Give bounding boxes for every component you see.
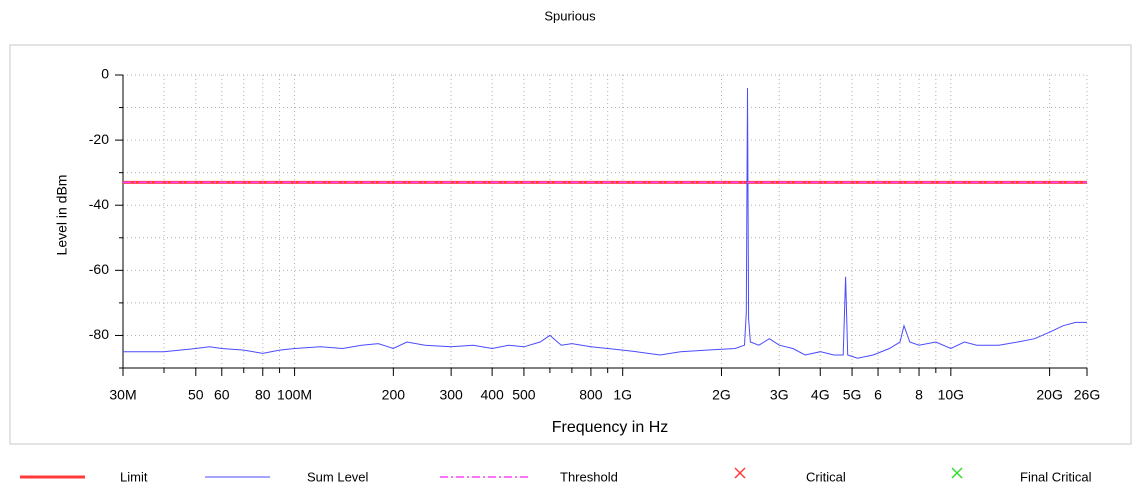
- y-tick-label: -20: [89, 131, 109, 147]
- x-tick-label: 30M: [109, 387, 136, 403]
- legend-label: Sum Level: [307, 469, 369, 484]
- legend-label: Critical: [806, 469, 846, 484]
- x-tick-label: 1G: [613, 387, 632, 403]
- x-tick-label: 26G: [1074, 387, 1100, 403]
- legend-label: Threshold: [560, 469, 618, 484]
- x-tick-label: 10G: [938, 387, 964, 403]
- x-tick-label: 100M: [277, 387, 312, 403]
- x-tick-label: 4G: [811, 387, 830, 403]
- y-axis-label: Level in dBm: [54, 175, 70, 256]
- x-tick-label: 80: [255, 387, 271, 403]
- legend-marker: [951, 467, 963, 479]
- x-tick-label: 200: [382, 387, 406, 403]
- legend-label: Limit: [120, 469, 148, 484]
- x-axis-label: Frequency in Hz: [552, 419, 669, 436]
- chart-frame: [9, 44, 1132, 445]
- chart-title: Spurious: [544, 8, 596, 23]
- series-line: [123, 87, 1087, 359]
- x-tick-label: 50: [188, 387, 204, 403]
- x-tick-label: 300: [439, 387, 463, 403]
- x-tick-label: 2G: [712, 387, 731, 403]
- x-tick-label: 20G: [1036, 387, 1062, 403]
- x-tick-label: 3G: [770, 387, 789, 403]
- legend-marker: [734, 467, 746, 479]
- legend-label: Final Critical: [1020, 469, 1092, 484]
- y-tick-label: -80: [89, 326, 109, 342]
- x-tick-label: 60: [214, 387, 230, 403]
- x-tick-label: 500: [512, 387, 536, 403]
- x-tick-label: 400: [480, 387, 504, 403]
- y-tick-label: 0: [101, 66, 109, 82]
- y-tick-label: -40: [89, 196, 109, 212]
- x-tick-label: 8: [915, 387, 923, 403]
- x-tick-label: 800: [579, 387, 603, 403]
- x-tick-label: 5G: [843, 387, 862, 403]
- x-tick-label: 6: [874, 387, 882, 403]
- y-tick-label: -60: [89, 261, 109, 277]
